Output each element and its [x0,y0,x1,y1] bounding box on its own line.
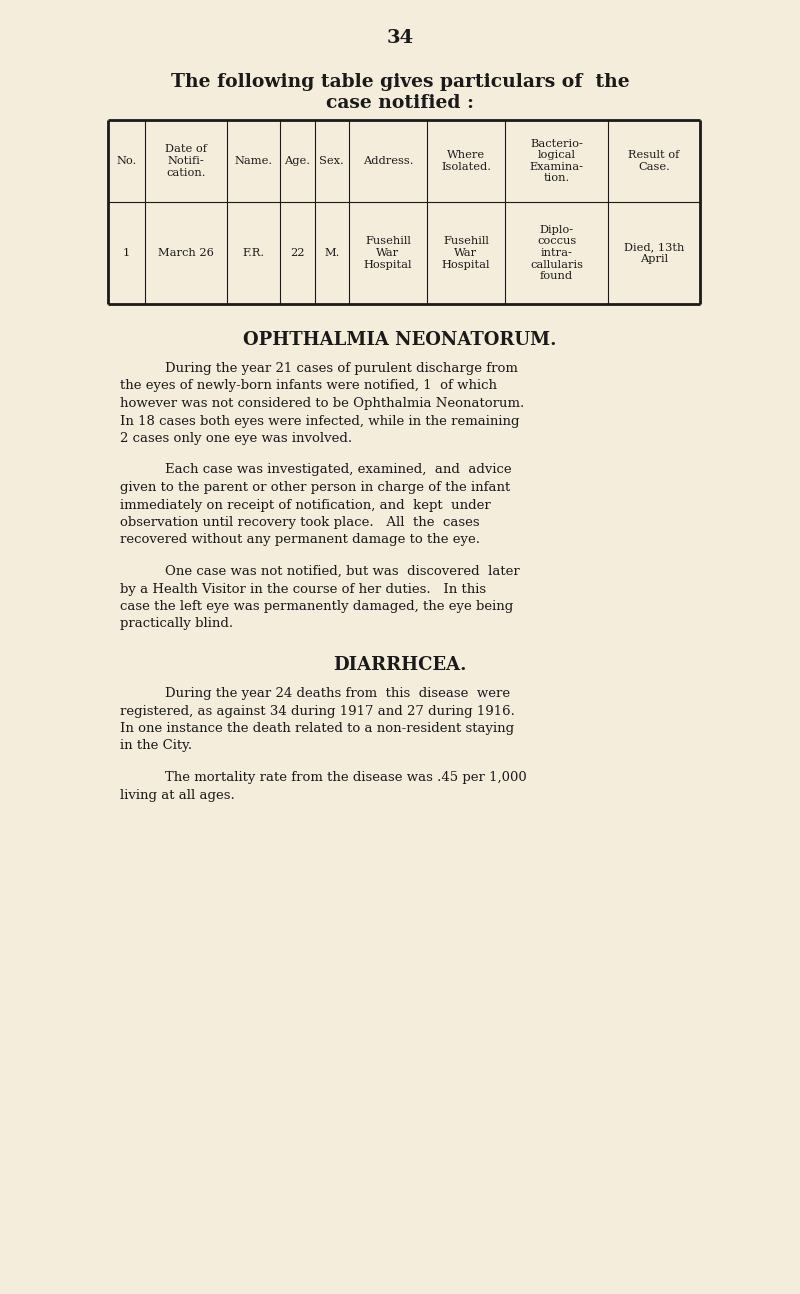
Text: Date of
Notifi-
cation.: Date of Notifi- cation. [165,145,207,177]
Text: Sex.: Sex. [319,157,344,166]
Text: Address.: Address. [362,157,413,166]
Text: One case was not notified, but was  discovered  later: One case was not notified, but was disco… [165,565,520,578]
Text: however was not considered to be Ophthalmia Neonatorum.: however was not considered to be Ophthal… [120,397,524,410]
Text: by a Health Visitor in the course of her duties.   In this: by a Health Visitor in the course of her… [120,582,486,595]
Text: M.: M. [324,248,339,258]
Text: case notified :: case notified : [326,94,474,113]
Text: in the City.: in the City. [120,739,192,753]
Text: Where
Isolated.: Where Isolated. [441,150,491,172]
Text: Name.: Name. [234,157,273,166]
Text: the eyes of newly-born infants were notified, 1  of which: the eyes of newly-born infants were noti… [120,379,497,392]
Text: Age.: Age. [284,157,310,166]
Text: registered, as against 34 during 1917 and 27 during 1916.: registered, as against 34 during 1917 an… [120,704,515,717]
Text: Fusehill
War
Hospital: Fusehill War Hospital [442,237,490,269]
Text: 1: 1 [122,248,130,258]
Text: Diplo-
coccus
intra-
callularis
found: Diplo- coccus intra- callularis found [530,225,583,281]
Text: practically blind.: practically blind. [120,617,233,630]
Text: DIARRHCEA.: DIARRHCEA. [334,656,466,674]
Text: March 26: March 26 [158,248,214,258]
Text: 2 cases only one eye was involved.: 2 cases only one eye was involved. [120,432,352,445]
Text: Result of
Case.: Result of Case. [629,150,680,172]
Text: 34: 34 [386,28,414,47]
Text: Bacterio-
logical
Examina-
tion.: Bacterio- logical Examina- tion. [530,138,583,184]
Text: living at all ages.: living at all ages. [120,788,234,801]
Text: given to the parent or other person in charge of the infant: given to the parent or other person in c… [120,481,510,494]
Text: During the year 24 deaths from  this  disease  were: During the year 24 deaths from this dise… [165,687,510,700]
Text: observation until recovery took place.   All  the  cases: observation until recovery took place. A… [120,516,480,529]
Text: F.R.: F.R. [242,248,265,258]
Text: In 18 cases both eyes were infected, while in the remaining: In 18 cases both eyes were infected, whi… [120,414,519,427]
Text: recovered without any permanent damage to the eye.: recovered without any permanent damage t… [120,533,480,546]
Text: In one instance the death related to a non-resident staying: In one instance the death related to a n… [120,722,514,735]
Text: immediately on receipt of notification, and  kept  under: immediately on receipt of notification, … [120,498,490,511]
Text: No.: No. [116,157,137,166]
Text: 22: 22 [290,248,305,258]
Text: Each case was investigated, examined,  and  advice: Each case was investigated, examined, an… [165,463,512,476]
Text: OPHTHALMIA NEONATORUM.: OPHTHALMIA NEONATORUM. [243,331,557,349]
Text: The following table gives particulars of  the: The following table gives particulars of… [170,72,630,91]
Text: Died, 13th
April: Died, 13th April [624,242,684,264]
Text: Fusehill
War
Hospital: Fusehill War Hospital [364,237,412,269]
Text: The mortality rate from the disease was .45 per 1,000: The mortality rate from the disease was … [165,771,526,784]
Text: During the year 21 cases of purulent discharge from: During the year 21 cases of purulent dis… [165,362,518,375]
Text: case the left eye was permanently damaged, the eye being: case the left eye was permanently damage… [120,600,514,613]
